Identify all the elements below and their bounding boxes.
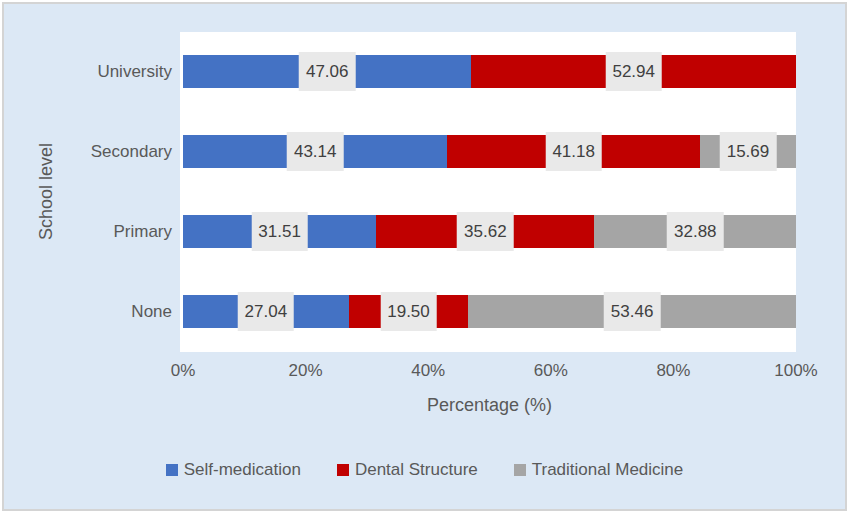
- legend-item-label: Self-medication: [184, 460, 301, 480]
- legend-item: Dental Structure: [337, 460, 478, 480]
- bar-row: 27.04 19.50 53.46: [183, 272, 796, 352]
- data-label: 47.06: [299, 52, 356, 91]
- chart-frame: School level UniversitySecondaryPrimaryN…: [2, 2, 847, 511]
- data-label: 43.14: [287, 132, 344, 171]
- x-axis-title-text: Percentage (%): [427, 395, 552, 415]
- legend-item: Traditional Medicine: [514, 460, 684, 480]
- x-tick-label: 100%: [774, 361, 817, 381]
- legend-item: Self-medication: [166, 460, 301, 480]
- legend-swatch-icon: [166, 464, 178, 476]
- data-label: 52.94: [605, 52, 662, 91]
- legend: Self-medication Dental Structure Tradition…: [4, 460, 845, 480]
- category-label: Secondary: [4, 112, 172, 192]
- data-label: 19.50: [380, 292, 437, 331]
- data-label: 32.88: [667, 212, 724, 251]
- bar-row: 31.51 35.62 32.88: [183, 192, 796, 272]
- x-tick-label: 0%: [171, 361, 196, 381]
- x-tick-label: 60%: [534, 361, 568, 381]
- legend-swatch-icon: [514, 464, 526, 476]
- category-label: University: [4, 32, 172, 112]
- category-axis: UniversitySecondaryPrimaryNone: [4, 32, 172, 352]
- bar-track: [183, 135, 796, 168]
- data-label: 27.04: [238, 292, 295, 331]
- bar-row: 43.14 41.18 15.69: [183, 112, 796, 192]
- data-label: 53.46: [604, 292, 661, 331]
- data-label: 41.18: [545, 132, 602, 171]
- category-label: None: [4, 272, 172, 352]
- x-axis-title: Percentage (%): [183, 395, 796, 416]
- x-tick-label: 40%: [411, 361, 445, 381]
- data-label: 31.51: [251, 212, 308, 251]
- bars-container: 47.06 52.94 43.14 41.18 15.69 31.51 35.62 32.88…: [183, 32, 796, 352]
- bar-track: [183, 55, 796, 88]
- legend-item-label: Traditional Medicine: [532, 460, 684, 480]
- category-label: Primary: [4, 192, 172, 272]
- x-tick-label: 20%: [289, 361, 323, 381]
- data-label: 35.62: [457, 212, 514, 251]
- legend-swatch-icon: [337, 464, 349, 476]
- plot-area: 47.06 52.94 43.14 41.18 15.69 31.51 35.62 32.88…: [180, 32, 796, 352]
- legend-item-label: Dental Structure: [355, 460, 478, 480]
- data-label: 15.69: [720, 132, 777, 171]
- x-axis-ticks: 0%20%40%60%80%100%: [183, 361, 796, 383]
- bar-row: 47.06 52.94: [183, 32, 796, 112]
- x-tick-label: 80%: [656, 361, 690, 381]
